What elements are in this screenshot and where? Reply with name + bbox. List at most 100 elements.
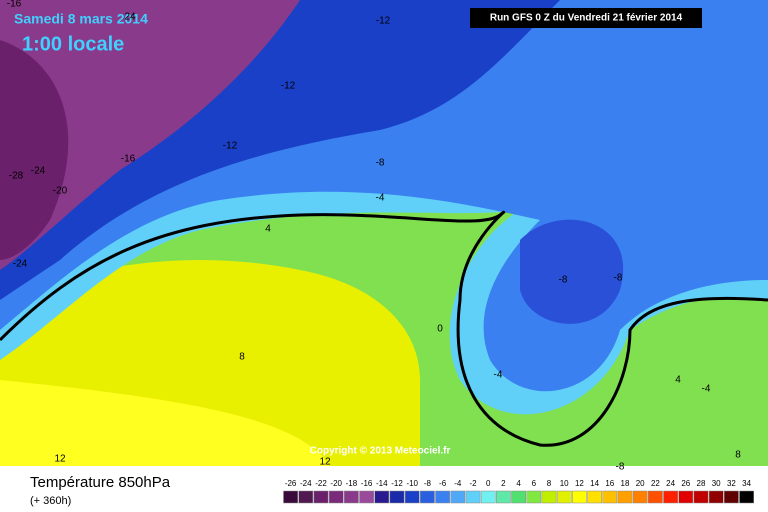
scale-swatch bbox=[328, 490, 344, 504]
contour-label: -12 bbox=[376, 16, 391, 27]
run-info: Run GFS 0 Z du Vendredi 21 février 2014 bbox=[490, 13, 683, 24]
contour-label: -4 bbox=[702, 384, 711, 395]
scale-label: 2 bbox=[501, 479, 506, 488]
contour-label: -8 bbox=[614, 273, 623, 284]
scale-swatch bbox=[648, 490, 663, 504]
scale-swatch bbox=[344, 490, 359, 504]
scale-swatch bbox=[420, 490, 435, 504]
contour-label: -16 bbox=[7, 0, 22, 10]
contour-label: -8 bbox=[376, 158, 385, 169]
scale-swatch bbox=[678, 490, 694, 504]
scale-label: -6 bbox=[439, 479, 447, 488]
scale-swatch bbox=[693, 490, 709, 504]
scale-label: 4 bbox=[516, 479, 521, 488]
time: 1:00 locale bbox=[22, 33, 124, 55]
contour-label: 4 bbox=[265, 224, 271, 235]
contour-label: 0 bbox=[437, 324, 443, 335]
scale-swatch bbox=[724, 490, 739, 504]
run-box bbox=[470, 8, 702, 28]
contour-label: 8 bbox=[239, 352, 245, 363]
scale-swatch bbox=[283, 490, 298, 504]
scale-label: -26 bbox=[285, 479, 297, 488]
scale-label: -4 bbox=[454, 479, 462, 488]
scale-swatch bbox=[739, 490, 754, 504]
contour-label: -4 bbox=[494, 370, 503, 381]
contour-label: -20 bbox=[53, 186, 68, 197]
scale-label: -20 bbox=[330, 479, 342, 488]
footer-lead: (+ 360h) bbox=[30, 495, 71, 507]
scale-label: -10 bbox=[406, 479, 418, 488]
contour-label: 12 bbox=[54, 454, 66, 465]
scale-label: 32 bbox=[727, 479, 736, 488]
scale-swatch bbox=[587, 490, 602, 504]
scale-swatch bbox=[632, 490, 648, 504]
scale-label: 26 bbox=[681, 479, 690, 488]
footer-title: Température 850hPa bbox=[30, 474, 171, 491]
scale-label: 22 bbox=[651, 479, 660, 488]
scale-label: 14 bbox=[590, 479, 599, 488]
scale-label: 30 bbox=[712, 479, 721, 488]
date: Samedi 8 mars 2014 bbox=[14, 11, 148, 27]
scale-label: 10 bbox=[560, 479, 569, 488]
scale-label: 16 bbox=[605, 479, 614, 488]
scale-swatch bbox=[708, 490, 724, 504]
scale-label: -22 bbox=[315, 479, 327, 488]
contour-label: -12 bbox=[223, 141, 238, 152]
scale-swatch bbox=[526, 490, 542, 504]
scale-label: 6 bbox=[532, 479, 537, 488]
scale-swatch bbox=[450, 490, 466, 504]
scale-swatch bbox=[404, 490, 420, 504]
scale-label: -8 bbox=[424, 479, 432, 488]
scale-swatch bbox=[359, 490, 374, 504]
zero-isotherm bbox=[0, 210, 768, 447]
contour-label: 24 bbox=[124, 12, 136, 23]
arctic-core bbox=[0, 40, 69, 260]
contour-label: -24 bbox=[13, 259, 28, 270]
footer-bar bbox=[0, 466, 768, 512]
scale-label: -24 bbox=[300, 479, 312, 488]
contour-label: -16 bbox=[121, 154, 136, 165]
scale-label: 24 bbox=[666, 479, 675, 488]
contour-label: -8 bbox=[616, 462, 625, 473]
scale-label: 8 bbox=[547, 479, 552, 488]
contour-label: -12 bbox=[281, 81, 296, 92]
scale-label: 34 bbox=[742, 479, 751, 488]
scale-label: 20 bbox=[636, 479, 645, 488]
scale-swatch bbox=[511, 490, 526, 504]
scale-swatch bbox=[617, 490, 633, 504]
scale-label: -18 bbox=[346, 479, 358, 488]
scale-swatch bbox=[374, 490, 390, 504]
warm-zone bbox=[0, 380, 330, 466]
contour-label: 12 bbox=[319, 457, 331, 468]
scale-label: -2 bbox=[469, 479, 477, 488]
scale-label: 28 bbox=[697, 479, 706, 488]
arctic-zone bbox=[0, 0, 300, 270]
scale-swatch bbox=[465, 490, 481, 504]
scale-swatch bbox=[556, 490, 572, 504]
scale-swatch bbox=[572, 490, 587, 504]
scale-label: -14 bbox=[376, 479, 388, 488]
scale-swatch bbox=[480, 490, 496, 504]
cold-core bbox=[520, 219, 624, 324]
scale-swatch bbox=[435, 490, 450, 504]
contour-label: -8 bbox=[559, 275, 568, 286]
contour-label: -28 bbox=[9, 171, 24, 182]
scale-swatch bbox=[389, 490, 405, 504]
contour-label: 8 bbox=[735, 450, 741, 461]
contour-label: -4 bbox=[376, 193, 385, 204]
contour-label: 4 bbox=[675, 375, 681, 386]
scale-swatch bbox=[541, 490, 557, 504]
scale-label: 18 bbox=[621, 479, 630, 488]
scale-swatch bbox=[496, 490, 511, 504]
scale-label: 0 bbox=[486, 479, 491, 488]
scale-swatch bbox=[313, 490, 329, 504]
scale-label: -16 bbox=[361, 479, 373, 488]
scale-swatch bbox=[298, 490, 314, 504]
scale-swatch bbox=[602, 490, 618, 504]
contour-label: -24 bbox=[31, 166, 46, 177]
scale-swatch bbox=[663, 490, 678, 504]
scale-label: -12 bbox=[391, 479, 403, 488]
scale-label: 12 bbox=[575, 479, 584, 488]
copyright: Copyright © 2013 Meteociel.fr bbox=[310, 446, 451, 457]
